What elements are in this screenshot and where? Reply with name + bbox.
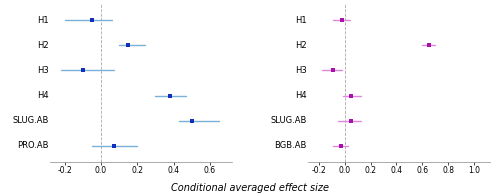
Text: Conditional averaged effect size: Conditional averaged effect size xyxy=(171,183,329,193)
